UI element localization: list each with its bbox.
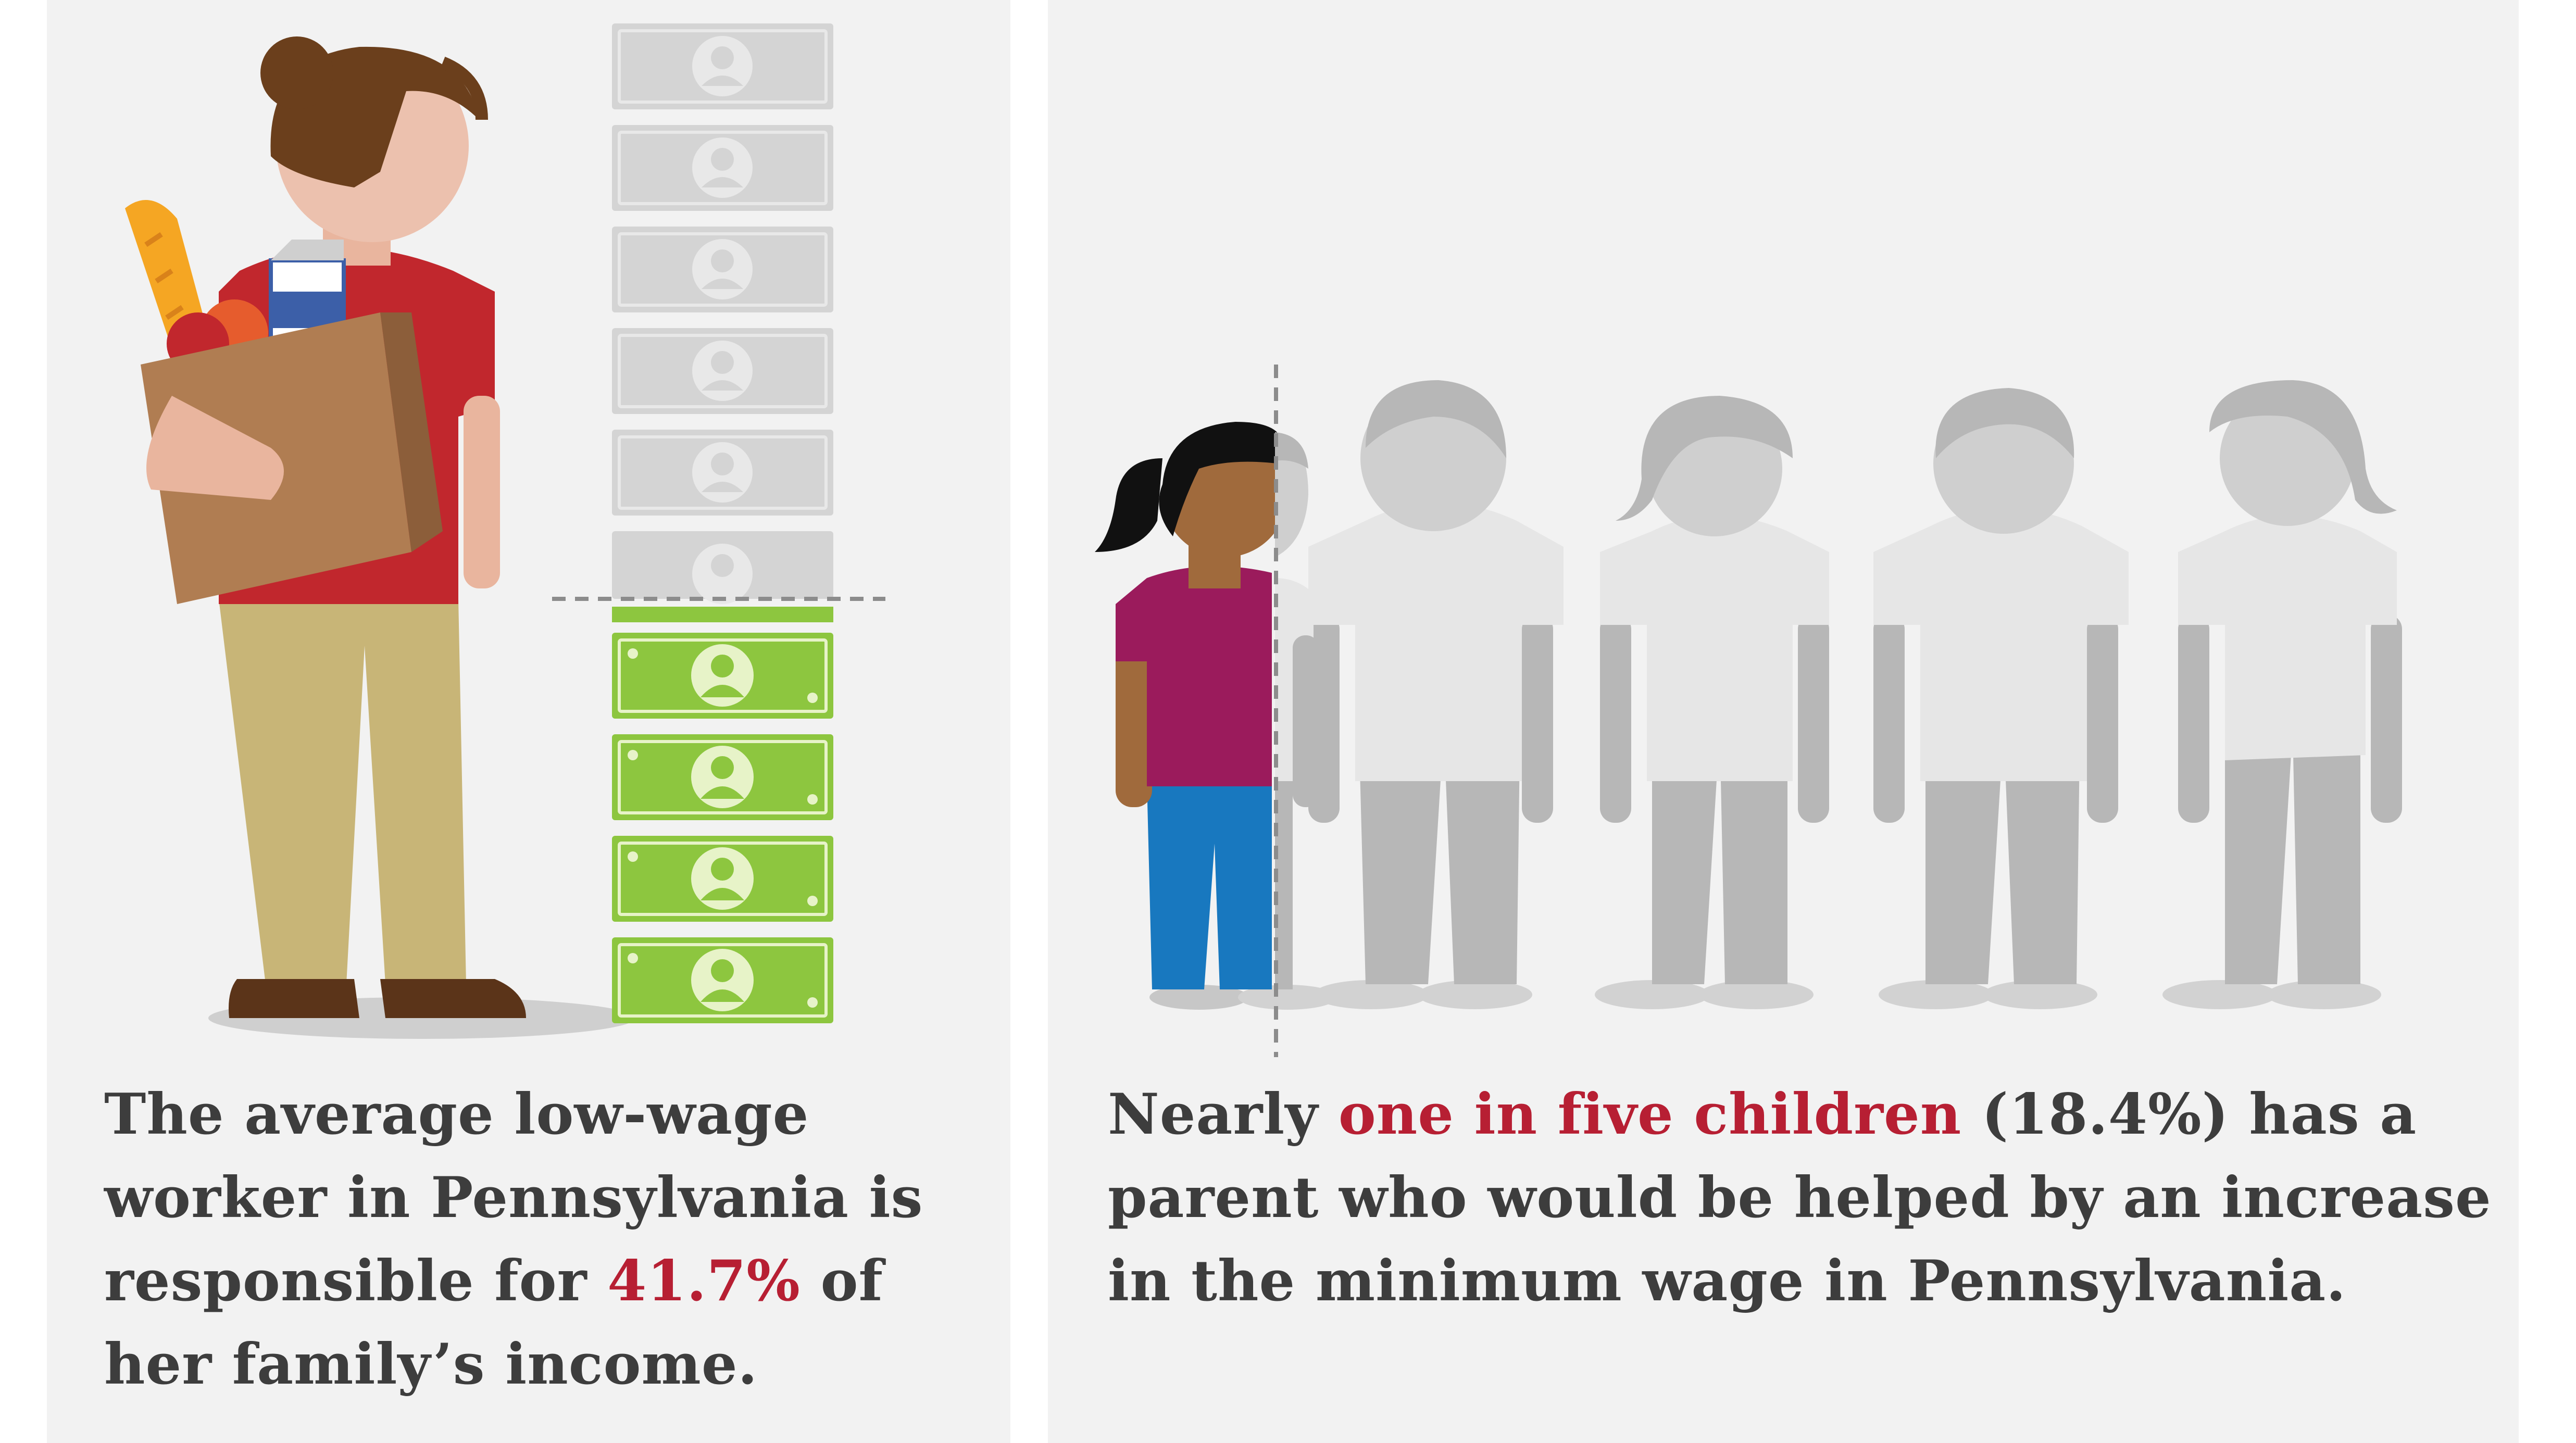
caption-text: Nearly bbox=[1108, 1082, 1339, 1147]
dollar-bill-icon-partial bbox=[612, 531, 833, 604]
dollar-bill-icon bbox=[612, 125, 833, 211]
children-share-caption: Nearly one in five children (18.4%) has … bbox=[1108, 1073, 2504, 1323]
worker-income-caption: The average low-wage worker in Pennsylva… bbox=[104, 1073, 1000, 1406]
dollar-bill-icon bbox=[612, 23, 833, 109]
left-panel: The average low-wage worker in Pennsylva… bbox=[47, 0, 1010, 1443]
groceries-icon bbox=[125, 200, 346, 375]
child-icon bbox=[2162, 380, 2402, 1009]
dollar-bill-icon bbox=[612, 937, 833, 1023]
worker-shoe-right bbox=[380, 979, 526, 1018]
income-share-highlight: 41.7% bbox=[607, 1248, 801, 1314]
children-illustration bbox=[1095, 365, 2402, 1057]
dollar-bill-icon bbox=[612, 430, 833, 516]
caption-text: of her family’s income. bbox=[104, 1248, 883, 1397]
dollar-bill-icon bbox=[612, 836, 833, 922]
child-icon bbox=[1873, 388, 2129, 1009]
child-icon bbox=[1308, 380, 1564, 1009]
worker-arm-right bbox=[464, 396, 500, 588]
children-share-highlight: one in five children bbox=[1338, 1082, 1962, 1147]
bill-stack-gray bbox=[612, 23, 833, 604]
worker-shoe-left bbox=[229, 979, 359, 1018]
bill-stack-green bbox=[612, 607, 833, 1023]
child-icon bbox=[1595, 396, 1829, 1009]
dollar-bill-icon bbox=[612, 328, 833, 414]
dollar-bill-icon bbox=[612, 607, 833, 622]
dollar-bill-icon bbox=[612, 734, 833, 820]
caption-text: (18.4%) has a parent who would be helped… bbox=[1108, 1082, 2492, 1314]
highlighted-child-icon bbox=[1095, 422, 1337, 1010]
right-panel: Nearly one in five children (18.4%) has … bbox=[1048, 0, 2519, 1443]
caption-text: The average low-wage worker in Pennsylva… bbox=[104, 1082, 923, 1314]
dollar-bill-icon bbox=[612, 227, 833, 312]
worker-arm-left bbox=[146, 396, 284, 500]
worker-illustration bbox=[125, 23, 885, 1039]
dollar-bill-icon bbox=[612, 633, 833, 719]
worker-pants bbox=[219, 599, 466, 984]
